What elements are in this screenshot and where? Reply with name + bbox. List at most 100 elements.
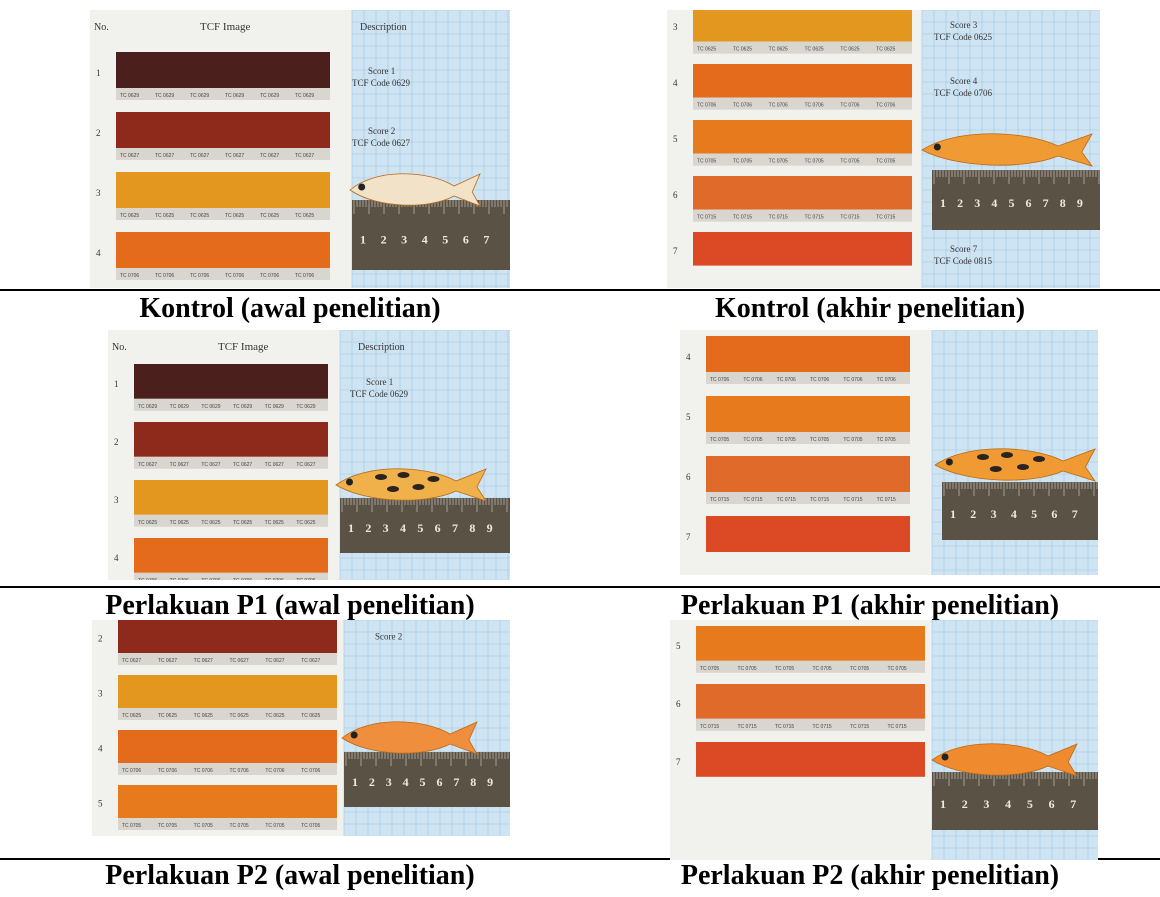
fish-spot: [989, 466, 1002, 472]
ruler-number: 2: [970, 507, 976, 521]
photo-p1-awal: No. TCF Image Description 1 TC 0629 TC 0629 TC…: [108, 330, 510, 580]
code-label: TC 0706: [301, 768, 320, 774]
code-label: TC 0625: [295, 213, 314, 219]
code-label: TC 0625: [138, 520, 157, 526]
code-label: TC 0625: [122, 713, 141, 719]
code-label: TC 0706: [777, 377, 796, 383]
ruler-number: 1: [360, 232, 366, 246]
row-number: 5: [686, 412, 691, 422]
ruler-number: 1: [950, 507, 956, 521]
fish-body: [934, 448, 1096, 482]
score-label: Score 2: [368, 126, 395, 136]
code-label: TC 0715: [700, 724, 719, 730]
color-swatch: [116, 112, 330, 148]
code-label: TC 0627: [122, 658, 141, 664]
code-label: TC 0629: [138, 404, 157, 410]
color-swatch: [696, 684, 925, 719]
tcf-code-label: TCF Code 0629: [350, 389, 409, 399]
ruler-number: 4: [1005, 797, 1011, 811]
code-label: TC 0706: [120, 273, 139, 279]
caption-p2-awal: Perlakuan P2 (awal penelitian): [105, 860, 475, 891]
score-label: Score 2: [375, 632, 402, 642]
code-label: TC 0627: [225, 153, 244, 159]
color-swatch: [116, 172, 330, 208]
color-swatch: [693, 232, 912, 266]
code-label: TC 0706: [138, 578, 157, 580]
row-number: 6: [676, 699, 681, 709]
code-label: TC 0706: [230, 768, 249, 774]
ruler-number: 7: [1070, 797, 1076, 811]
row-number: 3: [98, 689, 103, 699]
ruler-number: 1: [348, 521, 354, 535]
code-label: TC 0627: [265, 462, 284, 468]
code-label: TC 0705: [850, 666, 869, 672]
ruler-number: 6: [1026, 196, 1032, 210]
row-number: 6: [686, 472, 691, 482]
code-label: TC 0625: [840, 47, 859, 53]
code-strip: [693, 209, 912, 222]
fish-eye: [941, 753, 949, 761]
code-label: TC 0705: [843, 437, 862, 443]
tcf-code-label: TCF Code 0706: [934, 88, 993, 98]
fish: [335, 468, 487, 502]
caption-kontrol-akhir: Kontrol (akhir penelitian): [714, 293, 1026, 324]
code-label: TC 0627: [230, 658, 249, 664]
ruler-number: 5: [442, 232, 448, 246]
code-label: TC 0705: [743, 437, 762, 443]
ruler-number: 7: [453, 775, 459, 789]
card-header-no: No.: [94, 22, 109, 33]
code-strip: [134, 456, 328, 469]
card-header-no: No.: [112, 342, 127, 353]
ruler-number: 1: [940, 196, 946, 210]
code-label: TC 0627: [194, 658, 213, 664]
code-label: TC 0625: [769, 47, 788, 53]
color-swatch: [116, 52, 330, 88]
ruler-number: 4: [422, 232, 428, 246]
row-number: 7: [676, 757, 681, 767]
fish: [931, 743, 1078, 777]
code-strip: [118, 818, 337, 830]
row-number: 2: [114, 437, 119, 447]
code-label: TC 0625: [805, 47, 824, 53]
row-number: 3: [96, 188, 101, 198]
code-label: TC 0706: [769, 103, 788, 109]
code-label: TC 0629: [225, 93, 244, 99]
code-label: TC 0705: [158, 823, 177, 829]
code-strip: [134, 572, 328, 580]
code-label: TC 0629: [170, 404, 189, 410]
ruler: [932, 772, 1098, 830]
caption-kontrol-awal: Kontrol (awal penelitian): [139, 293, 441, 324]
score-label: Score 4: [950, 76, 978, 86]
fish-spot: [1017, 464, 1029, 470]
ruler-number: 3: [386, 775, 392, 789]
code-strip: [693, 153, 912, 166]
caption-p1-awal: Perlakuan P1 (awal penelitian): [105, 590, 475, 621]
ruler-number: 9: [1077, 196, 1083, 210]
ruler-number: 2: [962, 797, 968, 811]
ruler: [340, 498, 510, 553]
code-label: TC 0715: [710, 497, 729, 503]
code-label: TC 0705: [775, 666, 794, 672]
photo-p1-akhir: 4 TC 0706 TC 0706 TC 0706 TC 0706 TC 0706 TC 0…: [680, 330, 1098, 575]
code-label: TC 0627: [138, 462, 157, 468]
code-label: TC 0625: [120, 213, 139, 219]
code-strip: [116, 148, 330, 160]
ruler-ticks: [943, 482, 1098, 496]
code-strip: [706, 372, 910, 384]
code-strip: [116, 268, 330, 280]
color-swatch: [116, 232, 330, 268]
ruler-number: 4: [403, 775, 409, 789]
ruler-number: 8: [1060, 196, 1066, 210]
color-swatch: [706, 516, 910, 552]
code-label: TC 0629: [295, 93, 314, 99]
code-label: TC 0627: [158, 658, 177, 664]
code-label: TC 0705: [733, 159, 752, 165]
row-number: 4: [96, 248, 101, 258]
row-number: 4: [114, 553, 119, 563]
code-label: TC 0627: [190, 153, 209, 159]
fish-spot: [387, 486, 399, 492]
tcf-code-label: TCF Code 0815: [934, 256, 993, 266]
code-label: TC 0629: [120, 93, 139, 99]
code-label: TC 0706: [225, 273, 244, 279]
color-swatch: [693, 64, 912, 98]
